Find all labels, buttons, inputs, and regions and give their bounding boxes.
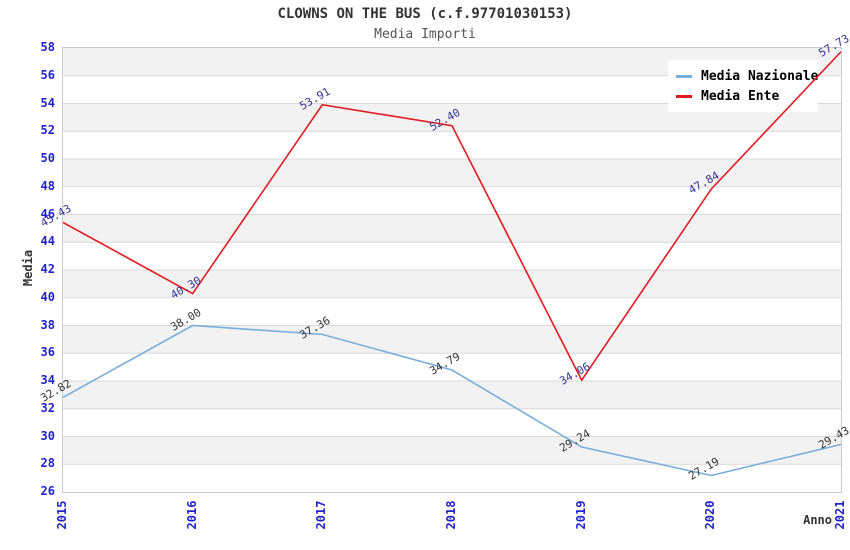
y-tick-label: 32 bbox=[40, 400, 55, 415]
y-tick-label: 30 bbox=[40, 428, 55, 443]
legend-item-media-ente: Media Ente bbox=[676, 86, 810, 106]
y-tick-label: 26 bbox=[40, 484, 55, 498]
x-tick-label: 2020 bbox=[703, 500, 718, 530]
grid-band bbox=[63, 159, 841, 187]
grid-band bbox=[63, 186, 841, 215]
grid-band bbox=[63, 381, 841, 409]
grid-band bbox=[63, 214, 841, 243]
y-tick-label: 52 bbox=[40, 123, 55, 138]
y-tick-label: 54 bbox=[40, 95, 55, 110]
y-tick-label: 46 bbox=[40, 206, 55, 221]
legend-swatch-media-ente-icon bbox=[676, 94, 692, 98]
y-tick-label: 42 bbox=[40, 262, 55, 276]
x-tick-label: 2021 bbox=[833, 500, 847, 530]
legend-item-label: Media Ente bbox=[701, 88, 780, 104]
chart-title: CLOWNS ON THE BUS (c.f.97701030153) bbox=[277, 6, 573, 22]
grid-band bbox=[63, 242, 841, 270]
y-tick-label: 40 bbox=[40, 289, 55, 304]
x-tick-label: 2016 bbox=[184, 500, 199, 530]
legend-item-media-nazionale: Media Nazionale bbox=[676, 66, 818, 86]
x-tick-label: 2017 bbox=[314, 500, 329, 530]
y-tick-label: 58 bbox=[40, 40, 55, 54]
y-tick-label: 50 bbox=[40, 151, 55, 165]
grid-band bbox=[63, 131, 841, 159]
y-tick-label: 44 bbox=[40, 234, 55, 249]
y-tick-label: 36 bbox=[40, 345, 55, 360]
x-tick-label: 2018 bbox=[444, 500, 458, 530]
grid-band bbox=[63, 464, 841, 492]
legend-swatch-media-nazionale-icon bbox=[676, 74, 692, 78]
y-tick-label: 38 bbox=[40, 317, 55, 332]
x-tick-label: 2019 bbox=[573, 500, 588, 530]
chart-subtitle: Media Importi bbox=[374, 27, 476, 42]
y-tick-label: 28 bbox=[40, 456, 55, 471]
y-tick-label: 48 bbox=[40, 178, 55, 193]
x-tick-label: 2015 bbox=[55, 500, 69, 530]
y-tick-label: 56 bbox=[40, 67, 55, 82]
x-axis-title: Anno bbox=[803, 513, 832, 527]
grid-band bbox=[63, 436, 841, 465]
grid-band bbox=[63, 408, 841, 437]
y-tick-label: 34 bbox=[40, 373, 55, 387]
